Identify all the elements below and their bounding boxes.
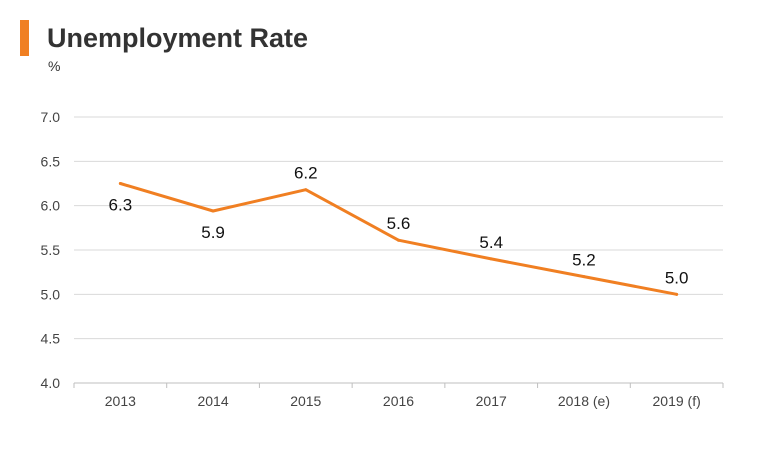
chart-title: Unemployment Rate xyxy=(47,23,309,53)
data-label: 5.0 xyxy=(665,268,689,287)
x-tick-label: 2014 xyxy=(197,393,228,409)
data-point xyxy=(211,209,215,213)
data-point xyxy=(489,257,493,261)
y-tick-label: 5.0 xyxy=(41,286,61,302)
x-tick-label: 2017 xyxy=(476,393,507,409)
x-tick-label: 2018 (e) xyxy=(558,393,610,409)
x-tick-label: 2016 xyxy=(383,393,414,409)
data-point xyxy=(397,238,400,242)
x-tick-label: 2019 (f) xyxy=(653,393,701,409)
data-label: 6.3 xyxy=(109,196,133,215)
data-point xyxy=(118,182,122,185)
data-label: 5.2 xyxy=(572,251,596,270)
data-label: 5.9 xyxy=(201,223,225,242)
data-label: 6.2 xyxy=(294,164,318,183)
data-label: 5.4 xyxy=(479,233,503,252)
x-tick-label: 2013 xyxy=(105,393,136,409)
y-axis-unit-label: % xyxy=(48,58,61,74)
y-tick-label: 7.0 xyxy=(41,109,61,125)
y-tick-label: 6.0 xyxy=(41,198,61,214)
chart-title-block: Unemployment Rate xyxy=(20,20,308,56)
data-point xyxy=(582,275,586,279)
data-point xyxy=(304,188,308,192)
data-label: 5.6 xyxy=(387,214,411,233)
y-tick-label: 4.5 xyxy=(41,331,61,347)
data-point xyxy=(675,292,679,296)
y-tick-label: 4.0 xyxy=(41,375,61,391)
y-tick-label: 6.5 xyxy=(41,153,61,169)
title-accent-bar xyxy=(20,20,29,56)
y-tick-label: 5.5 xyxy=(41,242,61,258)
x-tick-label: 2015 xyxy=(290,393,321,409)
